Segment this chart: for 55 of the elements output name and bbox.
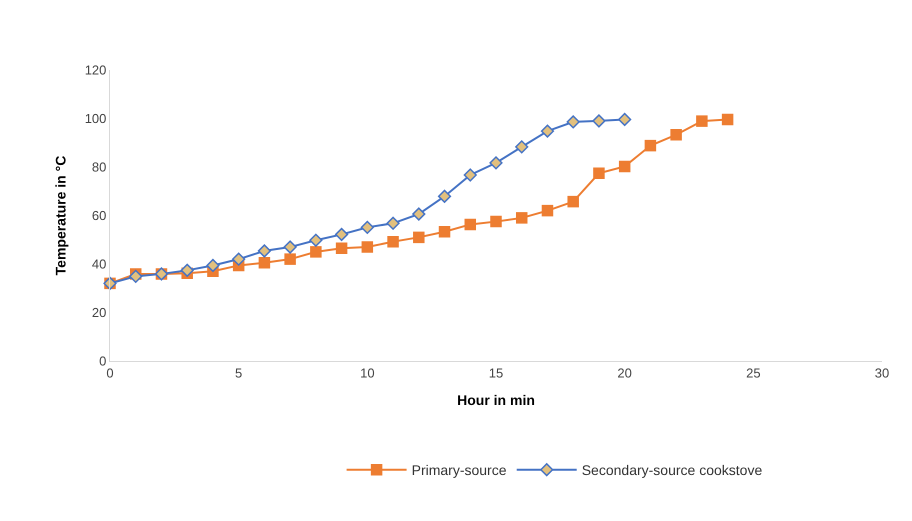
y-tick-label: 20 bbox=[92, 305, 106, 320]
point bbox=[413, 232, 425, 244]
x-tick-label: 25 bbox=[746, 366, 761, 381]
x-tick-label: 30 bbox=[874, 366, 890, 381]
point bbox=[310, 246, 322, 258]
point bbox=[258, 257, 270, 269]
y-tick-label: 0 bbox=[99, 354, 106, 369]
point bbox=[696, 115, 708, 127]
point bbox=[464, 168, 477, 182]
y-tick-label: 120 bbox=[84, 62, 106, 78]
point bbox=[258, 244, 271, 258]
y-tick-label: 40 bbox=[92, 256, 106, 272]
x-tick-label: 20 bbox=[617, 366, 632, 381]
point bbox=[232, 252, 246, 266]
point bbox=[206, 258, 220, 272]
point bbox=[438, 226, 450, 238]
point bbox=[542, 204, 554, 216]
point bbox=[722, 114, 734, 126]
point bbox=[464, 218, 476, 230]
x-tick-label: 15 bbox=[488, 366, 504, 381]
point bbox=[644, 140, 656, 152]
point bbox=[438, 190, 452, 203]
point bbox=[540, 124, 554, 138]
point bbox=[516, 212, 528, 224]
point bbox=[566, 115, 580, 128]
point bbox=[362, 241, 374, 253]
point bbox=[618, 160, 630, 172]
point bbox=[129, 270, 142, 283]
point bbox=[593, 168, 605, 180]
point bbox=[670, 129, 682, 140]
y-tick-label: 100 bbox=[84, 111, 106, 126]
point bbox=[592, 114, 606, 128]
x-axis-title: Hour in min bbox=[457, 392, 535, 408]
point bbox=[387, 236, 399, 248]
point bbox=[180, 264, 194, 277]
y-tick-label: 60 bbox=[92, 208, 106, 224]
point bbox=[567, 196, 579, 208]
point bbox=[309, 234, 322, 247]
legend-label: Secondary-source cookstove bbox=[582, 462, 762, 478]
y-tick-label: 80 bbox=[92, 160, 106, 175]
point bbox=[336, 242, 348, 254]
point bbox=[489, 156, 503, 170]
legend-label: Primary-source bbox=[412, 462, 507, 478]
point bbox=[515, 140, 528, 154]
y-axis-title: Temperature in °C bbox=[52, 156, 68, 276]
point bbox=[360, 220, 374, 234]
x-tick-label: 10 bbox=[360, 366, 375, 381]
point bbox=[386, 216, 400, 230]
point bbox=[284, 240, 297, 254]
point bbox=[284, 253, 296, 265]
point bbox=[412, 207, 426, 221]
point bbox=[618, 112, 632, 126]
point bbox=[490, 216, 502, 228]
x-tick-label: 5 bbox=[235, 366, 242, 381]
point bbox=[335, 228, 348, 242]
